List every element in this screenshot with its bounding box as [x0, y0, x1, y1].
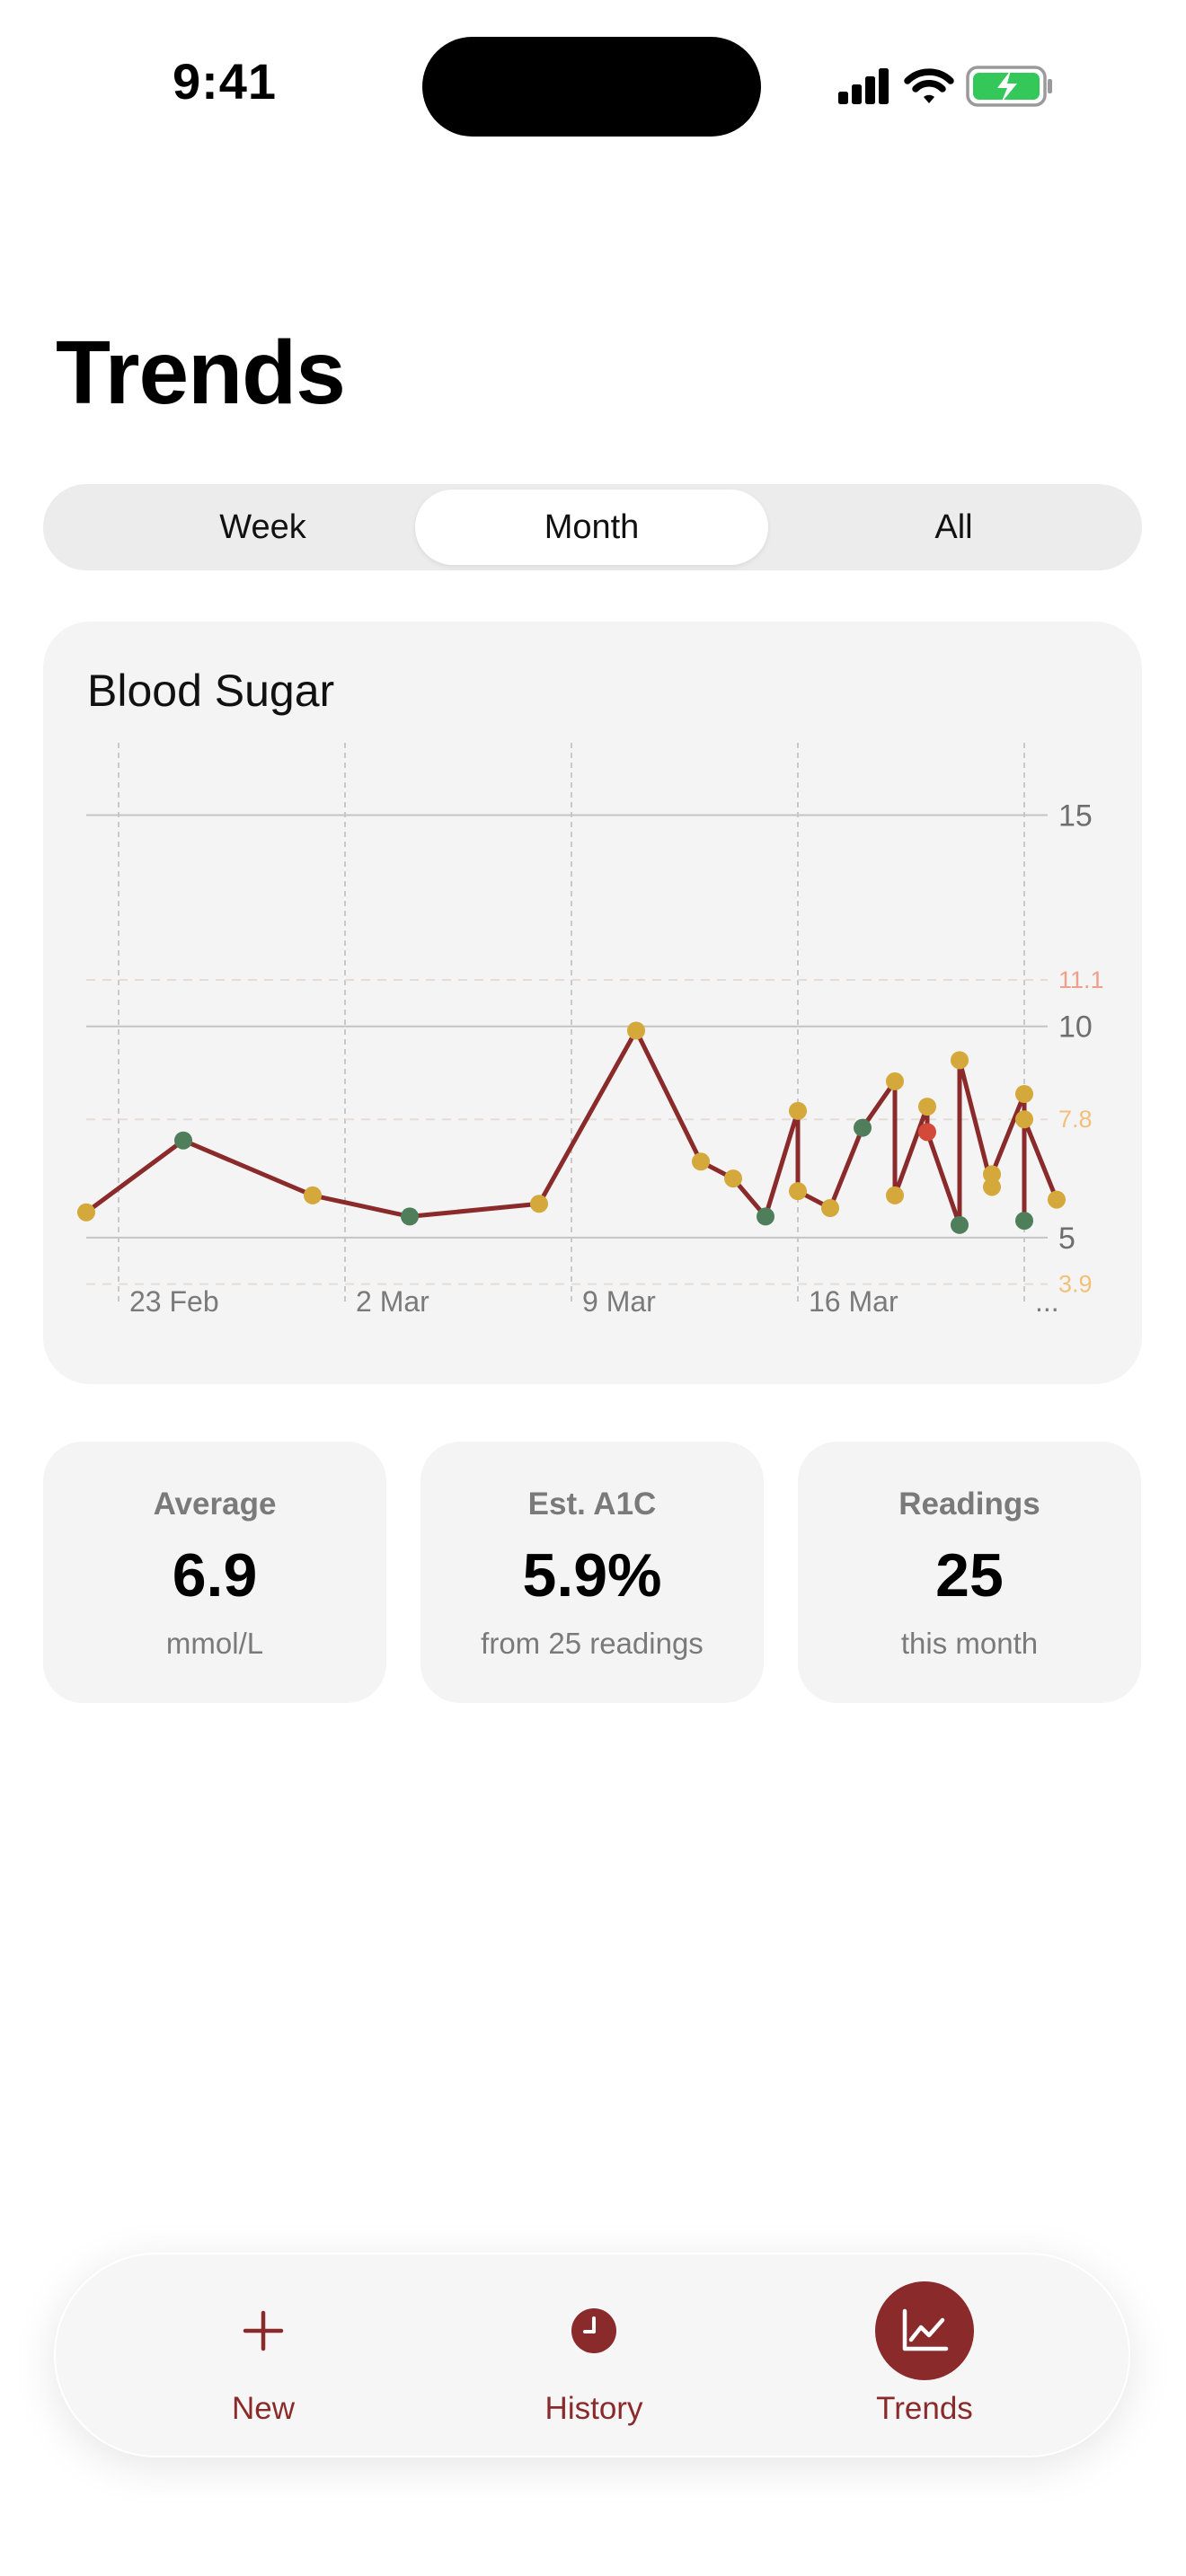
- stat-sub: from 25 readings: [481, 1627, 704, 1660]
- tab-label: History: [544, 2391, 643, 2426]
- stat-label: Average: [153, 1486, 277, 1522]
- data-point: [77, 1203, 95, 1222]
- tab-label: New: [231, 2391, 296, 2426]
- data-point: [854, 1118, 872, 1137]
- cellular-signal-icon: [838, 68, 889, 104]
- data-point: [692, 1152, 710, 1171]
- data-point: [530, 1195, 548, 1213]
- data-point: [951, 1215, 969, 1234]
- stat-value: 6.9: [172, 1541, 258, 1610]
- data-point: [1015, 1212, 1033, 1231]
- data-point: [1015, 1085, 1033, 1103]
- reference-line-label: 3.9: [1058, 1271, 1093, 1298]
- stat-value: 5.9%: [522, 1541, 662, 1610]
- data-point: [789, 1182, 807, 1201]
- data-point: [918, 1098, 936, 1116]
- data-point: [401, 1207, 419, 1226]
- stat-card-average: Average 6.9 mmol/L: [43, 1442, 386, 1703]
- data-point: [724, 1169, 742, 1188]
- x-tick-label: ...: [1035, 1285, 1059, 1318]
- data-point: [918, 1123, 936, 1142]
- tab-trends[interactable]: Trends: [817, 2254, 1032, 2459]
- stat-card-a1c: Est. A1C 5.9% from 25 readings: [420, 1442, 764, 1703]
- x-tick-label: 16 Mar: [809, 1285, 898, 1318]
- chart-icon: [875, 2281, 974, 2380]
- tab-bar: New History Trends: [54, 2253, 1130, 2457]
- battery-charging-icon: [966, 66, 1052, 107]
- status-bar: 9:41: [0, 0, 1186, 171]
- data-point: [886, 1186, 904, 1204]
- wifi-icon: [904, 68, 954, 103]
- data-point: [757, 1207, 774, 1226]
- data-point: [1015, 1110, 1033, 1129]
- stat-card-readings: Readings 25 this month: [798, 1442, 1141, 1703]
- segment-month[interactable]: Month: [415, 490, 768, 565]
- time-range-segmented-control: Week Month All: [43, 484, 1142, 570]
- clock-icon: [544, 2281, 643, 2380]
- stat-label: Est. A1C: [527, 1486, 657, 1522]
- stat-sub: mmol/L: [165, 1627, 264, 1660]
- stat-value: 25: [935, 1541, 1004, 1610]
- blood-sugar-chart-card: Blood Sugar 23 Feb 2 Mar 9 Mar 16 Mar... 5 10…: [43, 622, 1142, 1384]
- y-tick-label: 10: [1058, 1010, 1093, 1045]
- tab-label: Trends: [876, 2391, 973, 2426]
- stat-label: Readings: [898, 1486, 1040, 1522]
- segment-all[interactable]: All: [934, 507, 973, 546]
- data-point: [174, 1131, 192, 1150]
- data-point: [627, 1021, 645, 1040]
- data-point: [821, 1199, 839, 1217]
- x-tick-label: 9 Mar: [582, 1285, 656, 1318]
- data-point: [951, 1051, 969, 1070]
- dynamic-island: [422, 37, 761, 137]
- reference-line-label: 11.1: [1058, 966, 1104, 993]
- reference-line-label: 7.8: [1058, 1106, 1093, 1133]
- tab-history[interactable]: History: [486, 2254, 702, 2459]
- data-point: [1048, 1190, 1066, 1209]
- stat-sub: this month: [900, 1627, 1039, 1660]
- status-time: 9:41: [172, 53, 278, 110]
- segment-week[interactable]: Week: [219, 507, 306, 546]
- tab-new[interactable]: New: [155, 2254, 371, 2459]
- data-point: [886, 1072, 904, 1090]
- data-point: [789, 1101, 807, 1120]
- data-point: [304, 1186, 322, 1204]
- data-point: [983, 1178, 1001, 1196]
- y-tick-label: 5: [1058, 1222, 1075, 1256]
- chart-title: Blood Sugar: [87, 666, 335, 716]
- page-title: Trends: [56, 322, 346, 423]
- data-point: [983, 1165, 1001, 1184]
- status-icons: [838, 66, 1052, 107]
- y-tick-label: 15: [1058, 799, 1093, 834]
- blood-sugar-chart: 23 Feb 2 Mar 9 Mar 16 Mar ... 5 10 15 11.1 7.8 3.9: [77, 743, 1104, 1318]
- x-tick-label: 2 Mar: [356, 1285, 429, 1318]
- plus-icon: [214, 2281, 313, 2380]
- x-tick-label: 23 Feb: [129, 1285, 219, 1318]
